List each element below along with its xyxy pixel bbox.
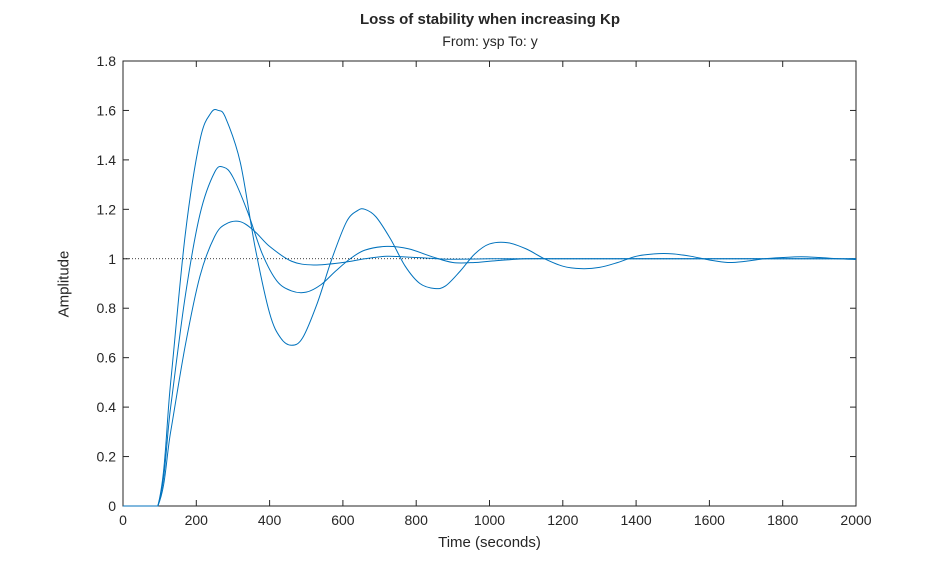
- x-tick-label: 600: [331, 512, 355, 528]
- chart-title: Loss of stability when increasing Kp: [359, 11, 621, 28]
- x-tick-label: 200: [185, 512, 209, 528]
- y-tick-label: 0.8: [97, 300, 117, 316]
- x-tick-label: 1400: [621, 512, 652, 528]
- x-axis-label: Time (seconds): [438, 534, 541, 551]
- x-tick-label: 1800: [767, 512, 798, 528]
- y-tick-label: 0: [108, 498, 116, 514]
- x-tick-label: 1600: [694, 512, 725, 528]
- x-tick-label: 800: [405, 512, 429, 528]
- x-tick-label: 2000: [840, 512, 871, 528]
- y-tick-label: 0.6: [97, 350, 117, 366]
- y-tick-label: 1.6: [97, 102, 117, 118]
- series-lines: [123, 109, 857, 507]
- series-line-2: [123, 165, 856, 507]
- y-axis-label: Amplitude: [55, 250, 73, 318]
- x-tick-label: 1000: [474, 512, 505, 528]
- y-tick-label: 1: [108, 251, 116, 267]
- x-tick-label: 0: [119, 512, 127, 528]
- y-tick-label: 0.2: [97, 449, 117, 465]
- chart-subtitle: From: ysp To: y: [442, 33, 538, 49]
- axes-box: [122, 60, 857, 507]
- y-tick-label: 0.4: [97, 399, 117, 415]
- y-tick-label: 1.2: [97, 201, 117, 217]
- axis-ticks: 0 200 400 600 800 1000 1200 1400 1600 1800 2000 0 0.…: [97, 53, 872, 528]
- x-tick-label: 1200: [547, 512, 578, 528]
- x-tick-label: 400: [258, 512, 282, 528]
- y-tick-label: 1.8: [97, 53, 117, 69]
- series-line-3: [123, 109, 857, 507]
- y-tick-label: 1.4: [97, 152, 117, 168]
